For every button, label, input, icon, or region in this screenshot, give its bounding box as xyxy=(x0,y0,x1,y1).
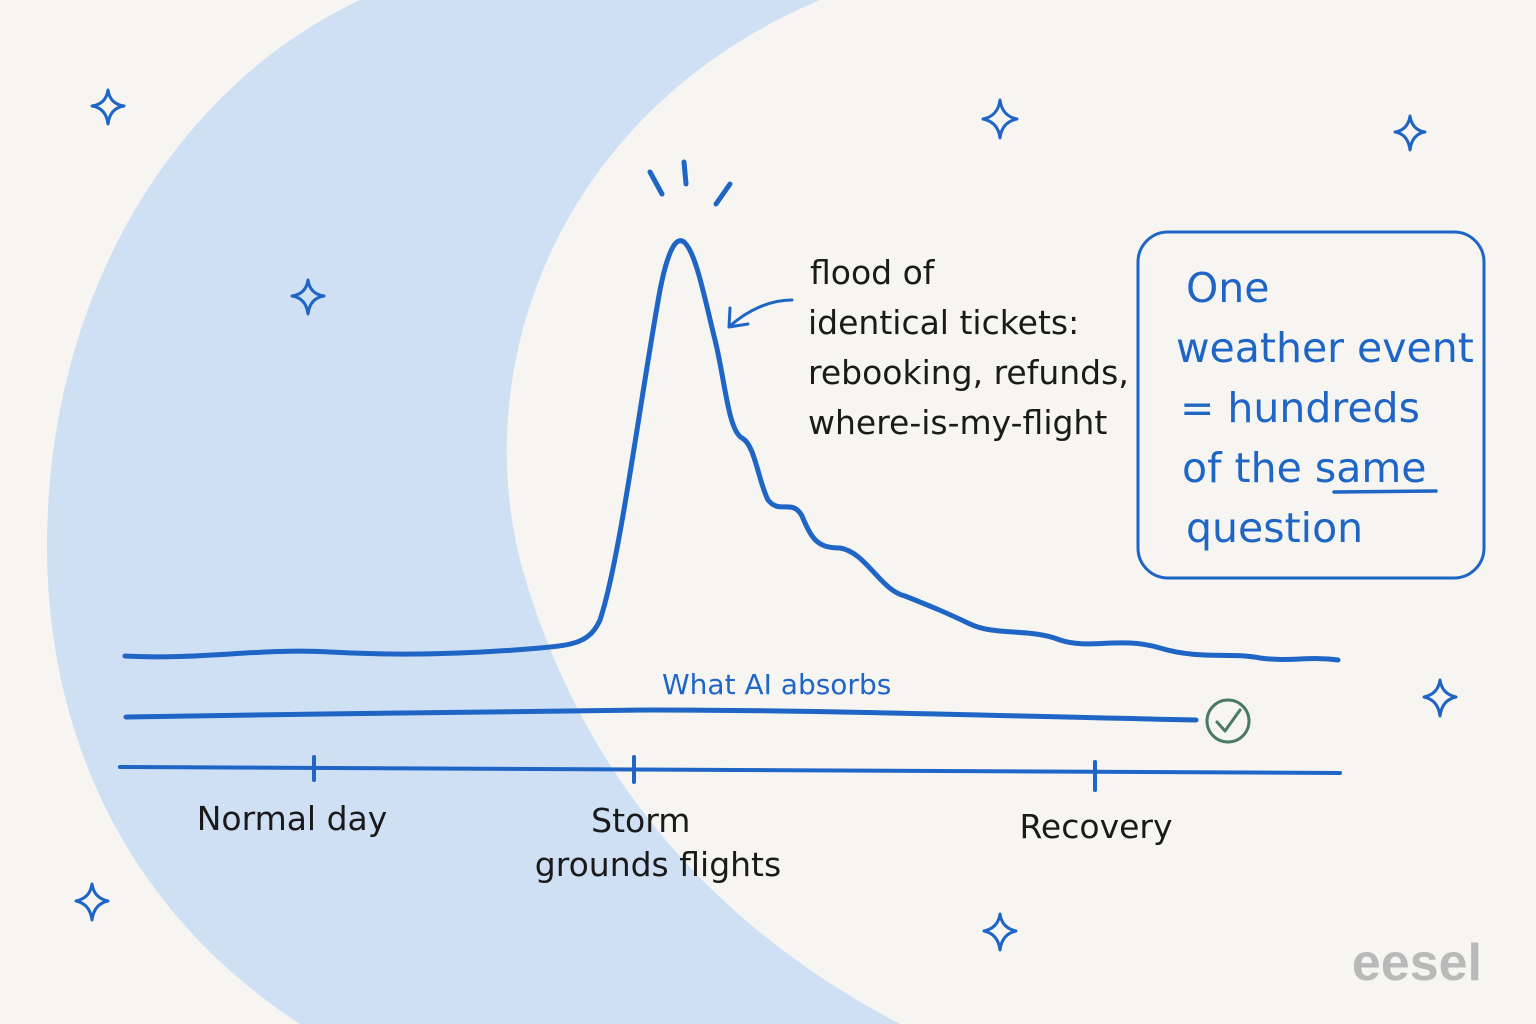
timeline-label-normal: Normal day xyxy=(197,799,388,838)
sparkle-icon xyxy=(90,88,126,126)
sparkles xyxy=(74,88,1458,952)
callout-line: weather event xyxy=(1176,324,1474,372)
ai-absorbs-label: What AI absorbs xyxy=(662,668,891,701)
annotation-line: where-is-my-flight xyxy=(808,403,1107,442)
annotation-line: identical tickets: xyxy=(808,303,1079,342)
eesel-logo: eesel xyxy=(1352,934,1482,992)
sparkle-icon xyxy=(290,278,326,316)
callout-line: question xyxy=(1186,504,1363,552)
sparkle-icon xyxy=(74,882,110,922)
timeline-label-storm: Storm grounds flights xyxy=(535,801,781,884)
annotation-line: rebooking, refunds, xyxy=(808,353,1129,392)
sparkle-icon xyxy=(1422,678,1458,718)
annotation-text: flood of identical tickets: rebooking, r… xyxy=(808,253,1139,442)
ai-absorbs-line xyxy=(123,707,1199,723)
check-circle-icon xyxy=(1205,698,1251,744)
callout-line: of the same xyxy=(1182,444,1427,492)
same-underline xyxy=(1332,489,1438,494)
annotation-arrow xyxy=(727,298,794,329)
ticket-volume-curve xyxy=(122,238,1341,663)
callout-line: = hundreds xyxy=(1180,384,1420,432)
annotation-line: flood of xyxy=(810,253,936,292)
sparkle-icon xyxy=(981,98,1019,140)
callout-line: One xyxy=(1186,264,1269,312)
burst-lines-icon xyxy=(647,159,733,207)
sparkle-icon xyxy=(1393,114,1427,152)
timeline-ticks xyxy=(312,755,1097,792)
timeline-label-recovery: Recovery xyxy=(1019,807,1172,846)
sparkle-icon xyxy=(982,912,1018,952)
callout-text: One weather event = hundreds of the same… xyxy=(1176,264,1487,552)
